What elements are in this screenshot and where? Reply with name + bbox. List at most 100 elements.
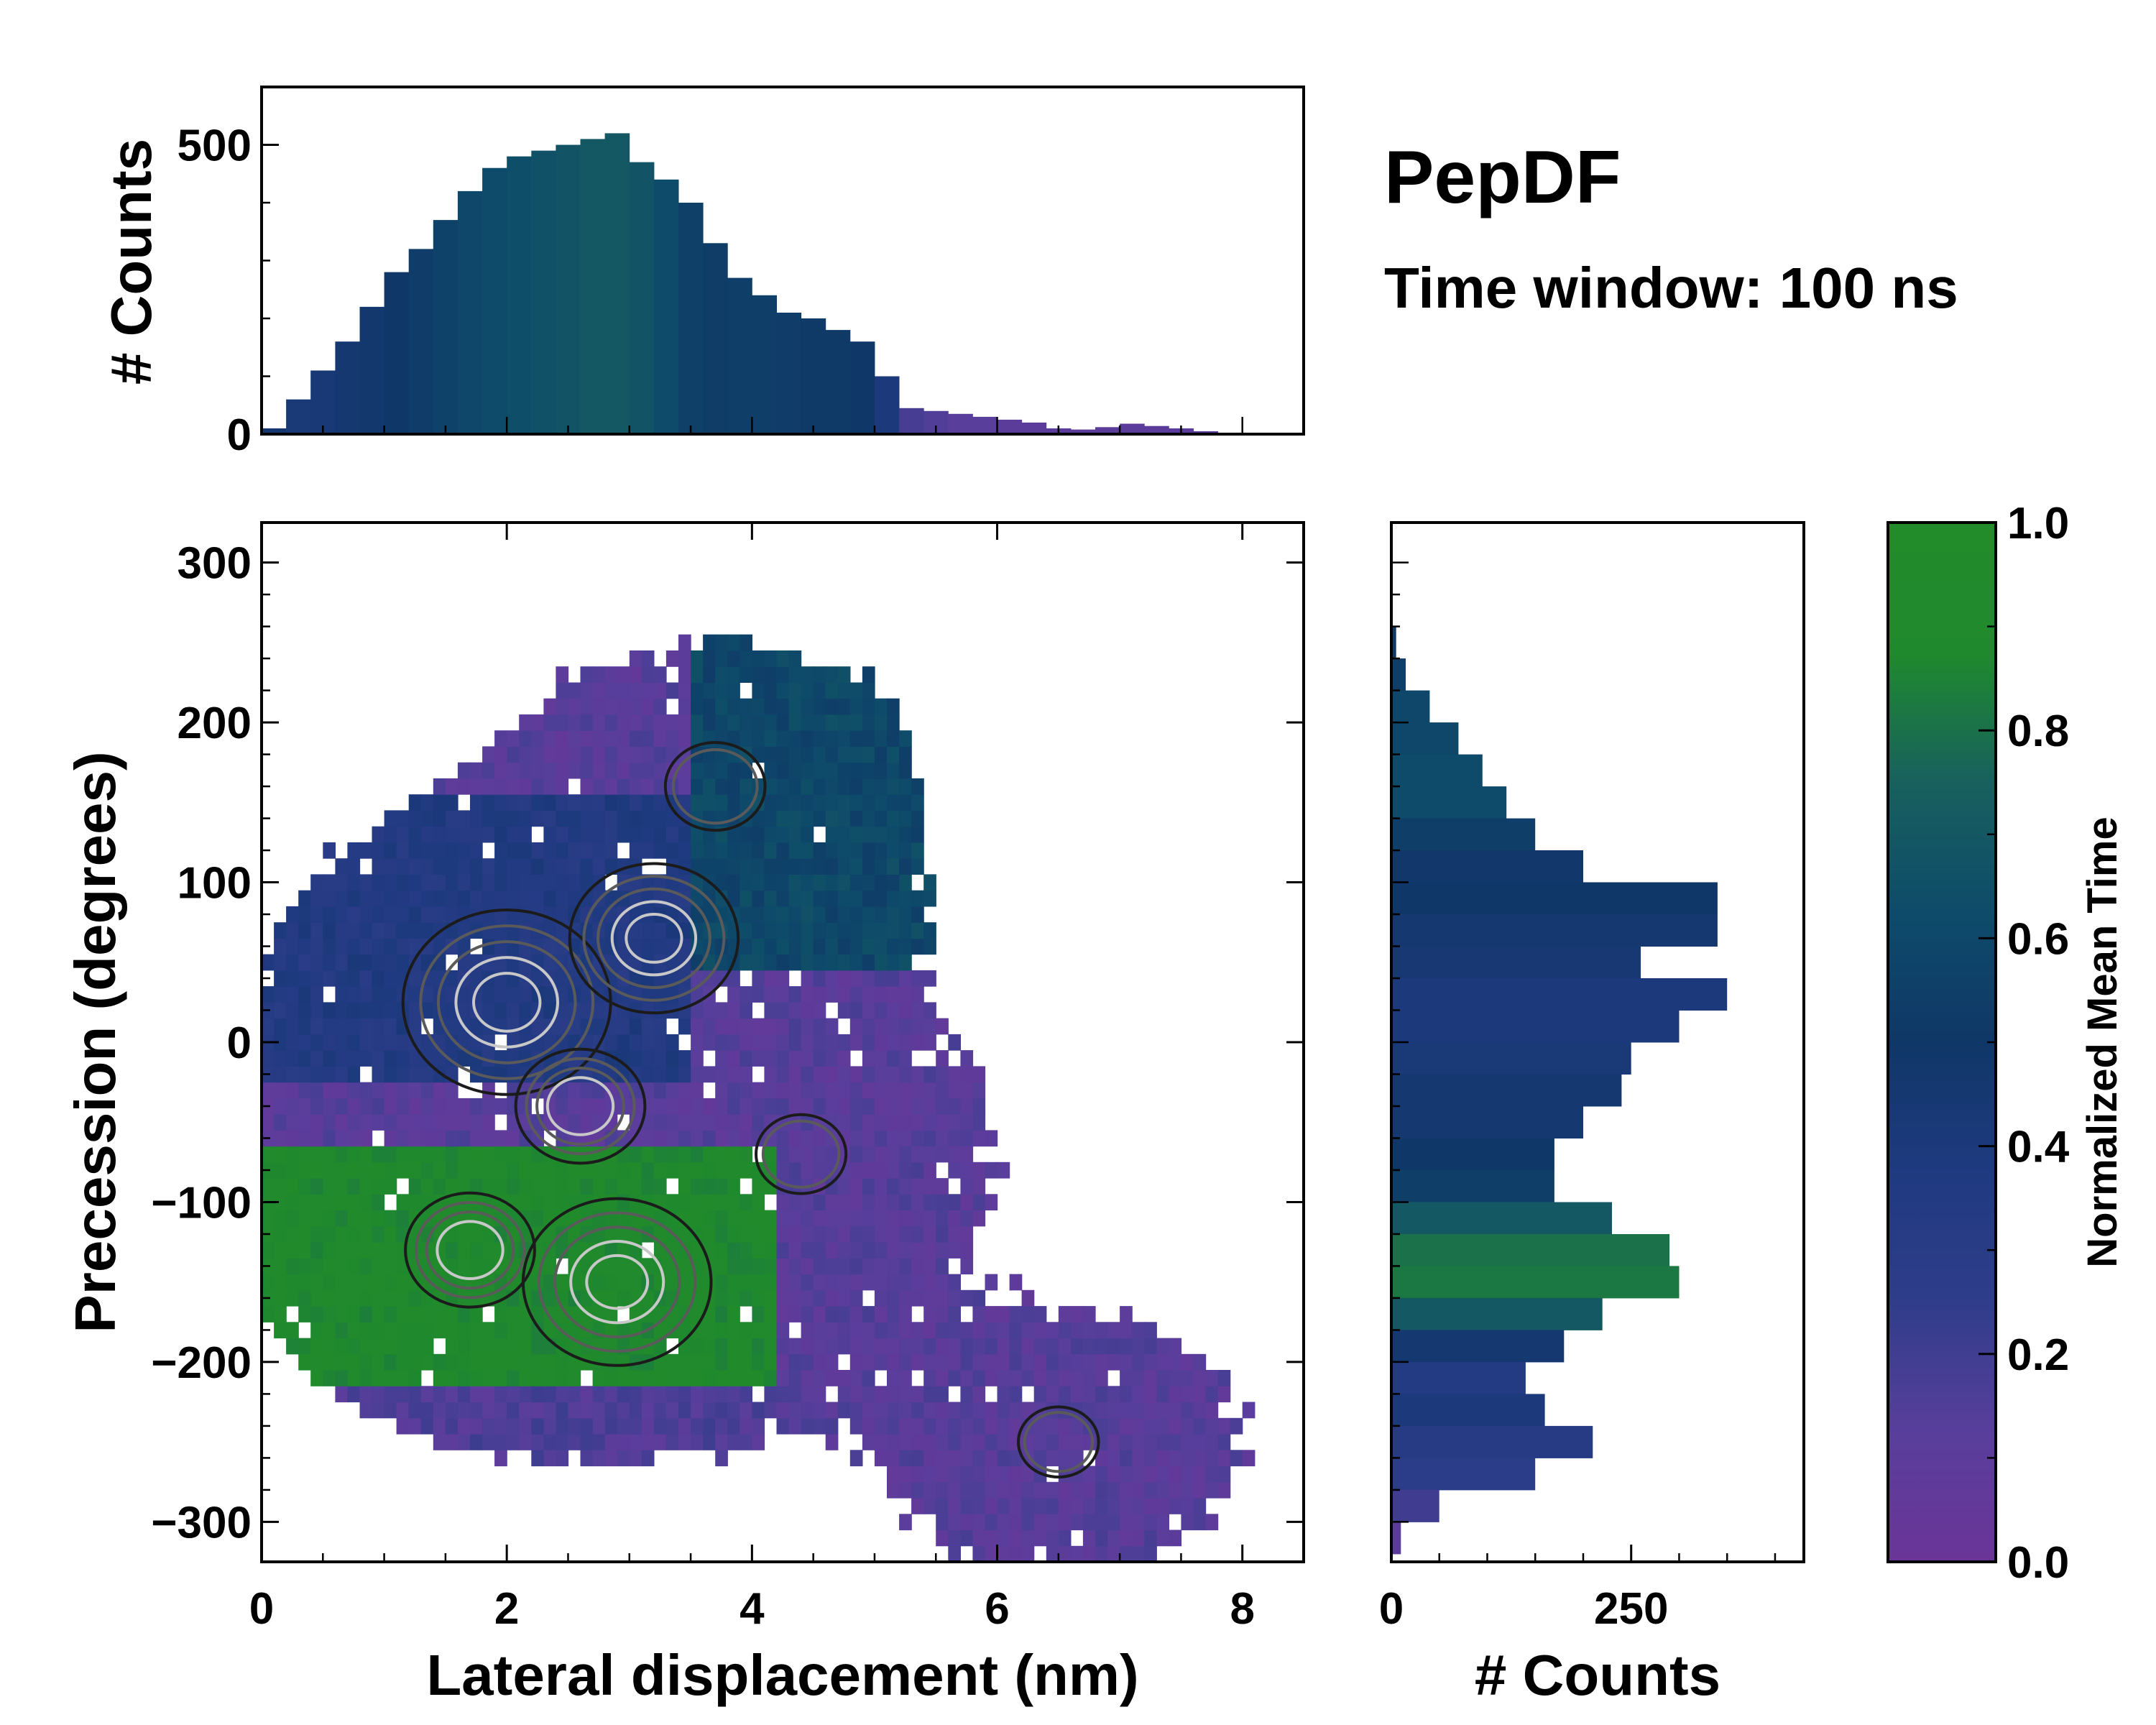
heatmap-cell (849, 1289, 863, 1307)
heatmap-cell (727, 1274, 740, 1291)
heatmap-cell (813, 938, 826, 955)
heatmap-cell (372, 1146, 385, 1163)
heatmap-cell (420, 1050, 434, 1067)
heatmap-cell (286, 1338, 299, 1355)
heatmap-cell (837, 1322, 851, 1339)
heatmap-cell (556, 1274, 569, 1291)
heatmap-cell (874, 842, 888, 859)
heatmap-cell (899, 1322, 912, 1339)
heatmap-cell (494, 794, 507, 811)
heatmap-cell (1033, 1514, 1047, 1531)
heatmap-cell (887, 938, 900, 955)
heatmap-cell (274, 1034, 287, 1051)
heatmap-cell (665, 714, 679, 731)
heatmap-cell (788, 650, 802, 667)
right-x-tick-label: 0 (1379, 1584, 1404, 1634)
heatmap-cell (862, 1162, 875, 1179)
heatmap-cell (470, 1417, 483, 1435)
heatmap-cell (604, 1402, 618, 1419)
heatmap-cell (764, 746, 778, 763)
heatmap-cell (849, 954, 863, 971)
heatmap-cell (727, 1322, 740, 1339)
heatmap-cell (788, 906, 802, 923)
heatmap-cell (543, 1002, 557, 1019)
heatmap-cell (776, 730, 790, 747)
heatmap-cell (641, 938, 655, 955)
heatmap-cell (665, 842, 679, 859)
heatmap-cell (887, 1402, 900, 1419)
heatmap-cell (788, 666, 802, 683)
heatmap-cell (420, 1002, 434, 1019)
heatmap-cell (347, 906, 361, 923)
heatmap-cell (531, 1338, 544, 1355)
heatmap-cell (1181, 1514, 1194, 1531)
heatmap-cell (862, 874, 875, 891)
heatmap-cell (776, 1130, 790, 1147)
heatmap-cell (703, 794, 716, 811)
heatmap-cell (1021, 1338, 1035, 1355)
heatmap-cell (703, 1353, 716, 1371)
heatmap-cell (923, 1417, 936, 1435)
heatmap-cell (911, 1225, 924, 1243)
heatmap-cell (310, 922, 323, 939)
heatmap-cell (788, 1066, 802, 1083)
heatmap-cell (862, 1034, 875, 1051)
heatmap-cell (776, 826, 790, 843)
heatmap-cell (715, 1386, 728, 1403)
heatmap-cell (1046, 1338, 1059, 1355)
heatmap-cell (740, 1289, 752, 1307)
heatmap-cell (310, 954, 323, 971)
heatmap-cell (801, 1306, 814, 1322)
heatmap-cell (604, 1178, 618, 1195)
heatmap-cell (543, 1162, 557, 1179)
heatmap-cell (691, 1386, 704, 1403)
heatmap-cell (1095, 1386, 1108, 1403)
heatmap-cell (1021, 1514, 1035, 1531)
heatmap-cell (1120, 1322, 1133, 1339)
heatmap-cell (1058, 1338, 1072, 1355)
heatmap-cell (568, 1370, 581, 1386)
heatmap-cell (923, 1162, 936, 1179)
heatmap-cell (604, 666, 618, 683)
heatmap-cell (960, 1130, 974, 1147)
heatmap-cell (997, 1545, 1010, 1562)
heatmap-cell (740, 1130, 752, 1147)
heatmap-cell (801, 922, 814, 939)
heatmap-cell (727, 874, 740, 891)
heatmap-cell (556, 698, 569, 715)
density-contour (663, 741, 767, 832)
heatmap-cell (972, 1370, 986, 1386)
heatmap-cell (323, 1322, 336, 1339)
heatmap-cell (323, 906, 336, 923)
heatmap-cell (1095, 1353, 1108, 1371)
top-histogram-bar (629, 162, 655, 434)
heatmap-cell (592, 1018, 606, 1035)
heatmap-cell (849, 714, 863, 731)
heatmap-cell (899, 858, 912, 875)
heatmap-cell (384, 890, 397, 907)
heatmap-cell (298, 1353, 311, 1371)
heatmap-cell (874, 762, 888, 779)
heatmap-cell (715, 1178, 728, 1195)
heatmap-cell (862, 1066, 875, 1083)
heatmap-cell (653, 1130, 667, 1147)
heatmap-cell (997, 1370, 1010, 1386)
heatmap-cell (1009, 1402, 1023, 1419)
heatmap-cell (384, 1034, 397, 1051)
heatmap-cell (568, 746, 581, 763)
heatmap-cell (899, 778, 912, 795)
heatmap-cell (1132, 1402, 1145, 1419)
heatmap-cell (960, 1466, 974, 1483)
heatmap-cell (286, 986, 299, 1003)
heatmap-cell (1058, 1545, 1072, 1562)
heatmap-cell (372, 1289, 385, 1307)
heatmap-cell (899, 1289, 912, 1307)
heatmap-cell (1082, 1402, 1096, 1419)
colorbar-tick-label: 0.4 (2007, 1123, 2070, 1172)
heatmap-cell (740, 1098, 752, 1115)
heatmap-cell (1193, 1386, 1207, 1403)
heatmap-cell (1033, 1306, 1047, 1322)
heatmap-cell (629, 1162, 642, 1179)
right-histogram-bar (1391, 690, 1430, 723)
heatmap-cell (531, 778, 544, 795)
